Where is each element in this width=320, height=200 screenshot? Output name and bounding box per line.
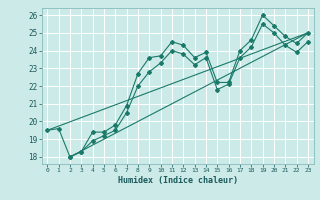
X-axis label: Humidex (Indice chaleur): Humidex (Indice chaleur)	[118, 176, 237, 185]
